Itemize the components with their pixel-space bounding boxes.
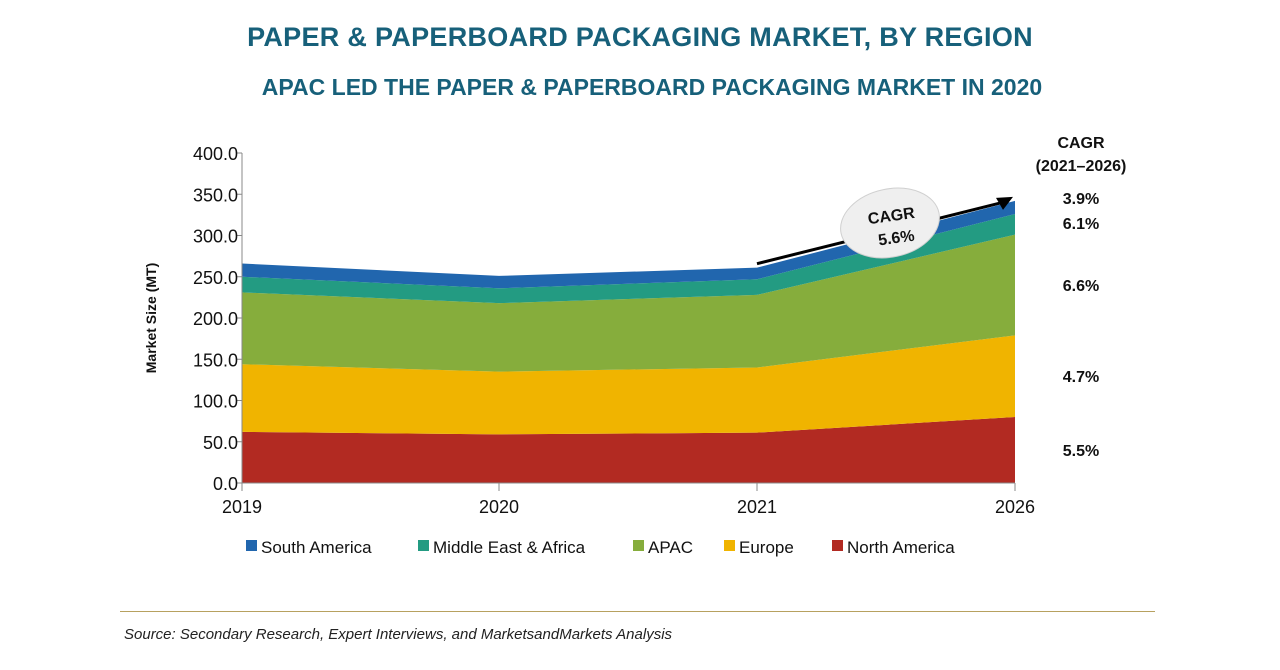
legend-swatch-europe — [724, 540, 735, 551]
area-apac — [242, 234, 1015, 372]
legend-label-europe: Europe — [739, 538, 794, 557]
y-tick-label: 400.0 — [193, 144, 238, 164]
legend-swatch-north-america — [832, 540, 843, 551]
legend-swatch-apac — [633, 540, 644, 551]
cagr-value-apac: 6.6% — [1063, 278, 1099, 295]
legend-label-south-america: South America — [261, 538, 372, 557]
y-tick-label: 150.0 — [193, 350, 238, 370]
cagr-callout-bubble — [840, 187, 940, 259]
area-middle-east-africa — [242, 214, 1015, 304]
legend-label-apac: APAC — [648, 538, 693, 557]
cagr-value-south-america: 3.9% — [1063, 191, 1099, 208]
x-tick-label: 2021 — [737, 497, 777, 517]
legend-swatch-middle-east-africa — [418, 540, 429, 551]
y-tick-label: 100.0 — [193, 392, 238, 412]
y-tick-label: 300.0 — [193, 227, 238, 247]
x-tick-label: 2019 — [222, 497, 262, 517]
y-axis-title: Market Size (MT) — [143, 263, 159, 373]
legend-label-middle-east-africa: Middle East & Africa — [433, 538, 586, 557]
cagr-callout-label: CAGR — [867, 205, 916, 228]
cagr-value-north-america: 5.5% — [1063, 443, 1099, 460]
y-tick-label: 200.0 — [193, 309, 238, 329]
legend-swatch-south-america — [246, 540, 257, 551]
y-tick-label: 250.0 — [193, 268, 238, 288]
y-tick-label: 0.0 — [213, 474, 238, 494]
y-tick-label: 350.0 — [193, 185, 238, 205]
source-note: Source: Secondary Research, Expert Inter… — [124, 626, 673, 643]
cagr-value-middle-east-africa: 6.1% — [1063, 216, 1099, 233]
cagr-arrow-head — [996, 196, 1013, 210]
footer-divider — [120, 611, 1155, 612]
chart-title: PAPER & PAPERBOARD PACKAGING MARKET, BY … — [247, 22, 1033, 52]
legend-label-north-america: North America — [847, 538, 955, 557]
y-tick-label: 50.0 — [203, 433, 238, 453]
x-tick-label: 2020 — [479, 497, 519, 517]
cagr-header: CAGR — [1057, 135, 1105, 152]
x-tick-label: 2026 — [995, 497, 1035, 517]
area-europe — [242, 335, 1015, 435]
area-north-america — [242, 417, 1015, 483]
cagr-callout-value: 5.6% — [877, 228, 915, 250]
cagr-value-europe: 4.7% — [1063, 369, 1099, 386]
chart-subtitle: APAC LED THE PAPER & PAPERBOARD PACKAGIN… — [261, 74, 1043, 100]
cagr-period: (2021–2026) — [1036, 158, 1127, 175]
